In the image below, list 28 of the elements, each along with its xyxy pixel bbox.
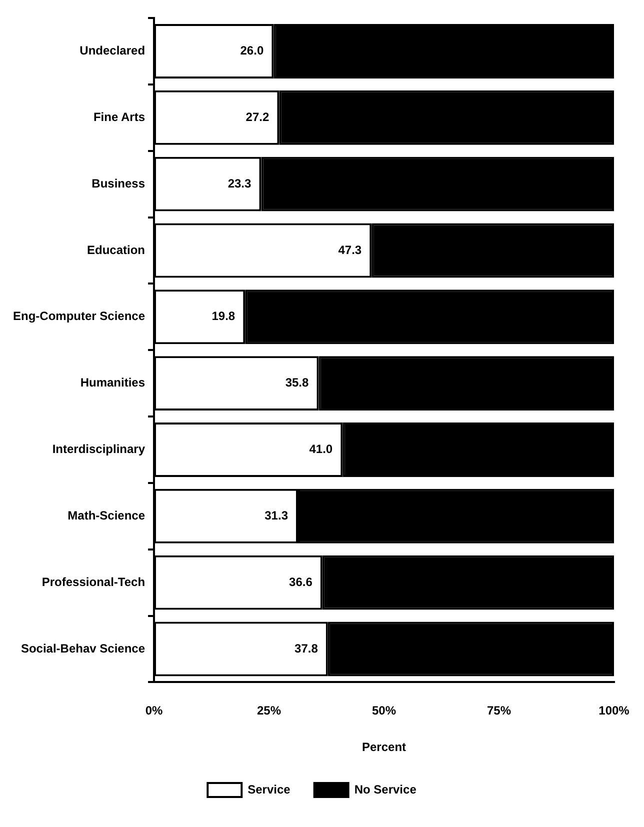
legend-label: No Service xyxy=(354,782,417,796)
data-label: 31.3 xyxy=(264,508,288,522)
data-label: 37.8 xyxy=(294,641,318,656)
data-label: 19.8 xyxy=(212,309,236,324)
data-label: 47.3 xyxy=(338,242,362,257)
x-tick-label: 100% xyxy=(598,704,630,718)
y-tick-label: Fine Arts xyxy=(93,110,146,124)
y-tick-label: Eng-Computer Science xyxy=(12,309,146,324)
data-label: 23.3 xyxy=(228,176,252,190)
y-tick-label: Undeclared xyxy=(80,44,146,58)
y-tick-label: Professional-Tech xyxy=(42,574,146,589)
x-tick-label: 0% xyxy=(145,704,164,718)
y-tick-label: Interdisciplinary xyxy=(52,442,146,456)
x-tick-label: 50% xyxy=(372,704,396,718)
data-label: 35.8 xyxy=(285,376,310,390)
x-axis-title: Percent xyxy=(362,740,406,754)
data-label: 27.2 xyxy=(246,110,270,124)
legend-label: Service xyxy=(248,782,291,796)
y-tick-label: Education xyxy=(87,242,146,257)
x-tick-label: 25% xyxy=(257,704,282,718)
x-tick-label: 75% xyxy=(486,704,512,718)
data-label: 41.0 xyxy=(309,442,333,456)
y-tick-label: Business xyxy=(92,176,146,190)
data-label: 26.0 xyxy=(240,44,264,58)
y-tick-label: Math-Science xyxy=(68,508,146,522)
y-tick-label: Humanities xyxy=(80,376,146,390)
y-tick-label: Social-Behav Science xyxy=(20,641,146,656)
data-label: 36.6 xyxy=(289,574,313,589)
